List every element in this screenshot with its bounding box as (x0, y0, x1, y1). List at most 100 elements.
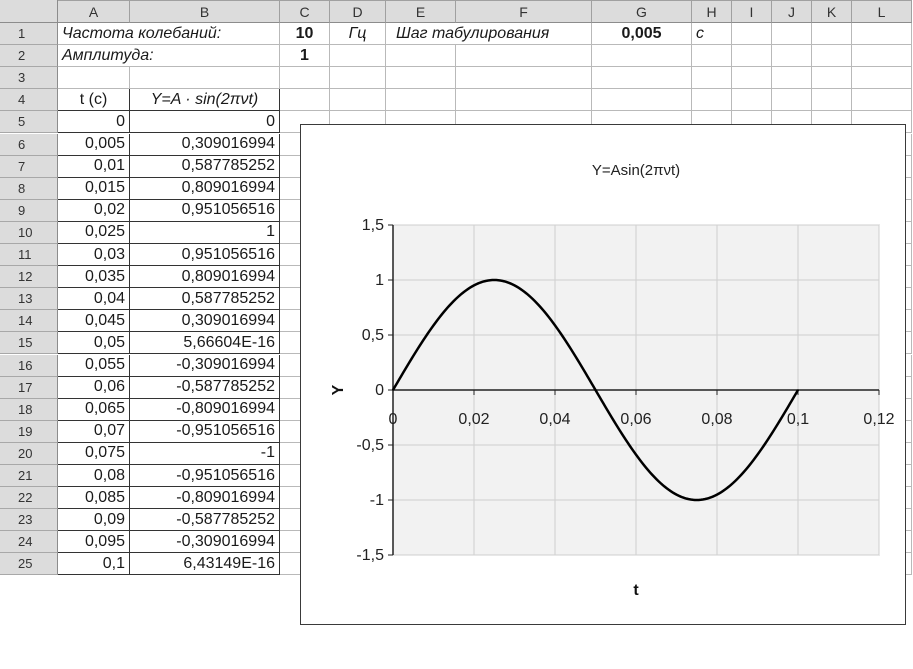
table-header-y[interactable]: Y=A · sin(2πνt) (130, 89, 280, 112)
select-all-corner[interactable] (0, 0, 58, 23)
table-cell-y[interactable]: -0,951056516 (130, 465, 280, 488)
empty-cell[interactable] (772, 67, 812, 90)
table-cell-t[interactable]: 0,045 (58, 310, 130, 333)
table-cell-t[interactable]: 0,09 (58, 509, 130, 532)
row-header-12[interactable]: 12 (0, 266, 58, 289)
column-header-d[interactable]: D (330, 0, 386, 23)
cell-a2-amplitude-label[interactable]: Амплитуда: (58, 45, 280, 67)
empty-cell[interactable] (732, 45, 772, 68)
row-header-21[interactable]: 21 (0, 465, 58, 488)
column-header-a[interactable]: A (58, 0, 130, 23)
empty-cell[interactable] (456, 45, 592, 68)
table-cell-t[interactable]: 0,1 (58, 553, 130, 576)
table-cell-t[interactable]: 0,02 (58, 199, 130, 222)
row-header-22[interactable]: 22 (0, 487, 58, 510)
table-cell-y[interactable]: 0,809016994 (130, 266, 280, 289)
empty-cell[interactable] (692, 67, 732, 90)
table-cell-t[interactable]: 0,005 (58, 133, 130, 156)
empty-cell[interactable] (812, 67, 852, 90)
table-cell-y[interactable]: 0,587785252 (130, 288, 280, 311)
empty-cell[interactable] (58, 67, 130, 90)
empty-cell[interactable] (812, 23, 852, 46)
column-header-j[interactable]: J (772, 0, 812, 23)
column-header-f[interactable]: F (456, 0, 592, 23)
empty-cell[interactable] (732, 89, 772, 112)
empty-cell[interactable] (852, 23, 912, 46)
table-cell-t[interactable]: 0,01 (58, 155, 130, 178)
empty-cell[interactable] (280, 89, 330, 112)
table-cell-y[interactable]: -0,809016994 (130, 398, 280, 421)
table-cell-t[interactable]: 0 (58, 111, 130, 134)
row-header-3[interactable]: 3 (0, 67, 58, 90)
cell-e1-step-label[interactable]: Шаг табулирования (386, 23, 592, 45)
table-cell-t[interactable]: 0,025 (58, 221, 130, 244)
row-header-17[interactable]: 17 (0, 376, 58, 399)
table-cell-y[interactable]: 0,587785252 (130, 155, 280, 178)
row-header-7[interactable]: 7 (0, 155, 58, 178)
empty-cell[interactable] (812, 89, 852, 112)
table-cell-t[interactable]: 0,06 (58, 376, 130, 399)
table-cell-y[interactable]: -0,587785252 (130, 509, 280, 532)
empty-cell[interactable] (280, 67, 330, 90)
table-cell-t[interactable]: 0,055 (58, 354, 130, 377)
table-cell-t[interactable]: 0,04 (58, 288, 130, 311)
table-cell-y[interactable]: 1 (130, 221, 280, 244)
table-cell-y[interactable]: 0,309016994 (130, 133, 280, 156)
empty-cell[interactable] (330, 45, 386, 68)
table-cell-y[interactable]: -0,951056516 (130, 420, 280, 443)
cell-g1-step-value[interactable]: 0,005 (592, 23, 692, 45)
column-header-c[interactable]: C (280, 0, 330, 23)
table-cell-t[interactable]: 0,065 (58, 398, 130, 421)
table-cell-y[interactable]: -0,809016994 (130, 487, 280, 510)
table-cell-t[interactable]: 0,05 (58, 332, 130, 355)
empty-cell[interactable] (692, 45, 732, 68)
row-header-9[interactable]: 9 (0, 199, 58, 222)
table-cell-y[interactable]: 0,309016994 (130, 310, 280, 333)
empty-cell[interactable] (130, 67, 280, 90)
empty-cell[interactable] (852, 67, 912, 90)
table-cell-y[interactable]: 0,951056516 (130, 199, 280, 222)
row-header-24[interactable]: 24 (0, 531, 58, 554)
empty-cell[interactable] (592, 89, 692, 112)
empty-cell[interactable] (592, 45, 692, 68)
row-header-11[interactable]: 11 (0, 244, 58, 267)
table-cell-y[interactable]: -0,309016994 (130, 531, 280, 554)
table-cell-y[interactable]: 5,66604E-16 (130, 332, 280, 355)
empty-cell[interactable] (772, 45, 812, 68)
row-header-16[interactable]: 16 (0, 354, 58, 377)
row-header-8[interactable]: 8 (0, 177, 58, 200)
table-cell-y[interactable]: 0,809016994 (130, 177, 280, 200)
empty-cell[interactable] (812, 45, 852, 68)
table-cell-t[interactable]: 0,08 (58, 465, 130, 488)
table-cell-y[interactable]: 0 (130, 111, 280, 134)
table-cell-y[interactable]: 6,43149E-16 (130, 553, 280, 576)
row-header-5[interactable]: 5 (0, 111, 58, 134)
empty-cell[interactable] (456, 67, 592, 90)
empty-cell[interactable] (330, 89, 386, 112)
empty-cell[interactable] (852, 45, 912, 68)
row-header-18[interactable]: 18 (0, 398, 58, 421)
table-cell-t[interactable]: 0,095 (58, 531, 130, 554)
empty-cell[interactable] (772, 89, 812, 112)
row-header-13[interactable]: 13 (0, 288, 58, 311)
cell-a1-frequency-label[interactable]: Частота колебаний: (58, 23, 280, 45)
sine-chart[interactable]: 1,5 1 0,5 0 -0,5 -1 -1,5 0 0,02 0,04 0,06 0,08 0,1 0,… (300, 124, 906, 625)
empty-cell[interactable] (772, 23, 812, 46)
empty-cell[interactable] (330, 67, 386, 90)
table-cell-t[interactable]: 0,085 (58, 487, 130, 510)
column-header-g[interactable]: G (592, 0, 692, 23)
cell-c1-frequency-value[interactable]: 10 (280, 23, 330, 45)
row-header-10[interactable]: 10 (0, 221, 58, 244)
column-header-i[interactable]: I (732, 0, 772, 23)
table-cell-t[interactable]: 0,07 (58, 420, 130, 443)
row-header-2[interactable]: 2 (0, 45, 58, 68)
empty-cell[interactable] (592, 67, 692, 90)
table-cell-y[interactable]: -1 (130, 442, 280, 465)
empty-cell[interactable] (732, 67, 772, 90)
row-header-19[interactable]: 19 (0, 420, 58, 443)
table-cell-t[interactable]: 0,03 (58, 244, 130, 267)
row-header-25[interactable]: 25 (0, 553, 58, 576)
row-header-6[interactable]: 6 (0, 133, 58, 156)
column-header-l[interactable]: L (852, 0, 912, 23)
row-header-20[interactable]: 20 (0, 442, 58, 465)
